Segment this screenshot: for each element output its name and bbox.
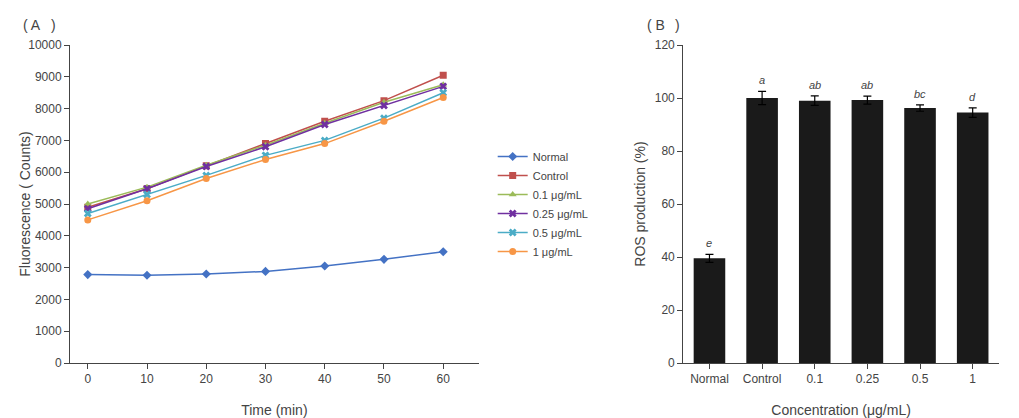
svg-text:1: 1 (969, 372, 976, 386)
svg-text:40: 40 (318, 372, 332, 386)
svg-text:60: 60 (661, 197, 675, 211)
svg-text:2000: 2000 (35, 293, 62, 307)
svg-text:e: e (706, 237, 712, 249)
svg-text:1 μg/mL: 1 μg/mL (533, 246, 573, 258)
svg-text:0: 0 (668, 356, 675, 370)
svg-text:0.1: 0.1 (806, 372, 823, 386)
svg-text:( B: ( B (647, 17, 665, 33)
svg-text:40: 40 (661, 250, 675, 264)
svg-text:Time (min): Time (min) (241, 402, 307, 418)
svg-text:6000: 6000 (35, 165, 62, 179)
svg-text:80: 80 (661, 144, 675, 158)
svg-text:ab: ab (861, 79, 873, 91)
svg-text:0.5: 0.5 (912, 372, 929, 386)
svg-text:d: d (969, 91, 976, 103)
svg-text:Control: Control (533, 170, 568, 182)
svg-text:Fluorescence ( Counts): Fluorescence ( Counts) (17, 131, 33, 277)
svg-text:0.25: 0.25 (856, 372, 880, 386)
svg-text:0.1 μg/mL: 0.1 μg/mL (533, 189, 582, 201)
svg-text:60: 60 (437, 372, 451, 386)
svg-text:ROS production (%): ROS production (%) (632, 141, 648, 266)
svg-text:a: a (759, 74, 765, 86)
svg-text:7000: 7000 (35, 134, 62, 148)
svg-text:5000: 5000 (35, 197, 62, 211)
svg-text:( A: ( A (23, 17, 41, 33)
svg-text:10000: 10000 (28, 38, 62, 52)
svg-text:Concentration (μg/mL): Concentration (μg/mL) (771, 402, 911, 418)
svg-text:100: 100 (655, 91, 675, 105)
svg-text:1000: 1000 (35, 324, 62, 338)
svg-text:): ) (51, 17, 56, 33)
svg-text:0.25 μg/mL: 0.25 μg/mL (533, 208, 588, 220)
svg-text:): ) (675, 17, 680, 33)
svg-text:20: 20 (661, 303, 675, 317)
svg-text:Normal: Normal (533, 151, 568, 163)
svg-text:0: 0 (84, 372, 91, 386)
svg-text:8000: 8000 (35, 102, 62, 116)
svg-text:Control: Control (743, 372, 782, 386)
svg-text:9000: 9000 (35, 70, 62, 84)
svg-text:4000: 4000 (35, 229, 62, 243)
svg-text:120: 120 (655, 38, 675, 52)
svg-text:20: 20 (200, 372, 214, 386)
svg-text:10: 10 (140, 372, 154, 386)
svg-text:50: 50 (377, 372, 391, 386)
svg-text:ab: ab (809, 79, 821, 91)
svg-text:0.5 μg/mL: 0.5 μg/mL (533, 227, 582, 239)
svg-text:0: 0 (55, 356, 62, 370)
svg-text:30: 30 (259, 372, 273, 386)
svg-text:Normal: Normal (690, 372, 729, 386)
svg-text:bc: bc (914, 88, 926, 100)
svg-text:3000: 3000 (35, 261, 62, 275)
